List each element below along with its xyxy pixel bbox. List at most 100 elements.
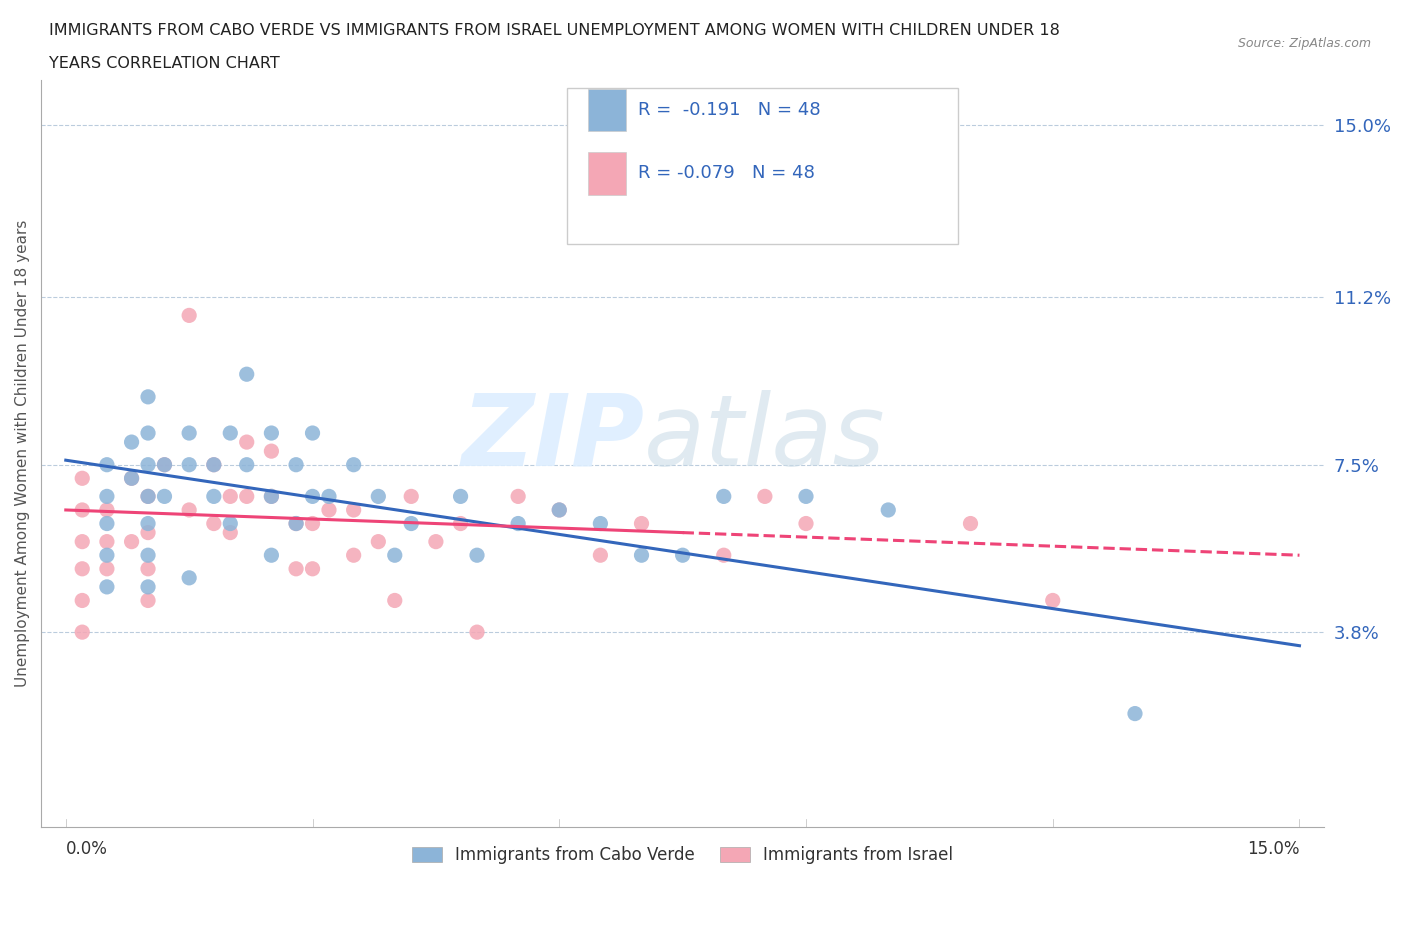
Point	[589, 548, 612, 563]
Point	[508, 489, 530, 504]
Point	[153, 458, 176, 472]
Point	[121, 534, 143, 549]
Point	[121, 471, 143, 485]
Point	[367, 489, 389, 504]
Point	[153, 458, 176, 472]
Point	[1042, 593, 1064, 608]
Text: Source: ZipAtlas.com: Source: ZipAtlas.com	[1237, 37, 1371, 50]
Point	[285, 516, 308, 531]
Point	[136, 390, 159, 405]
Point	[754, 489, 776, 504]
Point	[96, 489, 118, 504]
Point	[96, 502, 118, 517]
Point	[548, 502, 571, 517]
Point	[70, 593, 93, 608]
Legend: Immigrants from Cabo Verde, Immigrants from Israel: Immigrants from Cabo Verde, Immigrants f…	[405, 839, 960, 870]
Point	[219, 489, 242, 504]
Point	[70, 562, 93, 577]
Point	[425, 534, 447, 549]
Text: YEARS CORRELATION CHART: YEARS CORRELATION CHART	[49, 56, 280, 71]
Point	[672, 548, 695, 563]
Point	[285, 516, 308, 531]
Point	[285, 562, 308, 577]
Point	[343, 502, 366, 517]
Point	[318, 502, 340, 517]
Point	[301, 426, 323, 441]
Point	[465, 625, 488, 640]
Point	[136, 593, 159, 608]
Point	[202, 489, 225, 504]
Text: R = -0.079   N = 48: R = -0.079 N = 48	[638, 165, 814, 182]
Point	[260, 489, 283, 504]
Text: atlas: atlas	[644, 390, 886, 487]
Point	[367, 534, 389, 549]
Point	[70, 502, 93, 517]
Point	[548, 502, 571, 517]
Point	[136, 548, 159, 563]
Point	[136, 489, 159, 504]
Point	[179, 502, 201, 517]
Point	[260, 548, 283, 563]
Text: ZIP: ZIP	[461, 390, 644, 487]
Point	[384, 548, 406, 563]
Point	[235, 366, 257, 381]
Text: IMMIGRANTS FROM CABO VERDE VS IMMIGRANTS FROM ISRAEL UNEMPLOYMENT AMONG WOMEN WI: IMMIGRANTS FROM CABO VERDE VS IMMIGRANTS…	[49, 23, 1060, 38]
Point	[96, 534, 118, 549]
Point	[450, 516, 472, 531]
Point	[260, 489, 283, 504]
Point	[136, 426, 159, 441]
Point	[96, 579, 118, 594]
Point	[260, 444, 283, 458]
Point	[260, 426, 283, 441]
Point	[301, 489, 323, 504]
Point	[96, 562, 118, 577]
Point	[136, 562, 159, 577]
Point	[179, 426, 201, 441]
Point	[136, 525, 159, 540]
Point	[713, 489, 735, 504]
Point	[202, 458, 225, 472]
Point	[343, 458, 366, 472]
Point	[1123, 706, 1146, 721]
Point	[179, 570, 201, 585]
FancyBboxPatch shape	[567, 87, 959, 245]
Point	[136, 489, 159, 504]
Point	[794, 489, 817, 504]
Point	[70, 534, 93, 549]
Y-axis label: Unemployment Among Women with Children Under 18 years: Unemployment Among Women with Children U…	[15, 219, 30, 687]
Text: 15.0%: 15.0%	[1247, 841, 1299, 858]
Point	[343, 548, 366, 563]
Point	[508, 516, 530, 531]
Point	[179, 458, 201, 472]
Point	[96, 458, 118, 472]
Point	[450, 489, 472, 504]
Point	[794, 516, 817, 531]
Point	[465, 548, 488, 563]
Point	[219, 426, 242, 441]
Point	[136, 516, 159, 531]
Point	[153, 489, 176, 504]
Point	[877, 502, 900, 517]
Point	[318, 489, 340, 504]
Point	[219, 525, 242, 540]
Point	[121, 471, 143, 485]
Point	[96, 548, 118, 563]
Text: 0.0%: 0.0%	[66, 841, 108, 858]
Point	[202, 516, 225, 531]
Point	[384, 593, 406, 608]
Point	[235, 458, 257, 472]
Point	[630, 548, 652, 563]
Point	[399, 516, 422, 531]
Text: R =  -0.191   N = 48: R = -0.191 N = 48	[638, 101, 820, 119]
Point	[70, 471, 93, 485]
Point	[179, 308, 201, 323]
Point	[121, 434, 143, 449]
Point	[959, 516, 981, 531]
Point	[630, 516, 652, 531]
FancyBboxPatch shape	[588, 153, 626, 194]
Point	[219, 516, 242, 531]
Point	[713, 548, 735, 563]
Point	[70, 625, 93, 640]
Point	[285, 458, 308, 472]
Point	[589, 516, 612, 531]
